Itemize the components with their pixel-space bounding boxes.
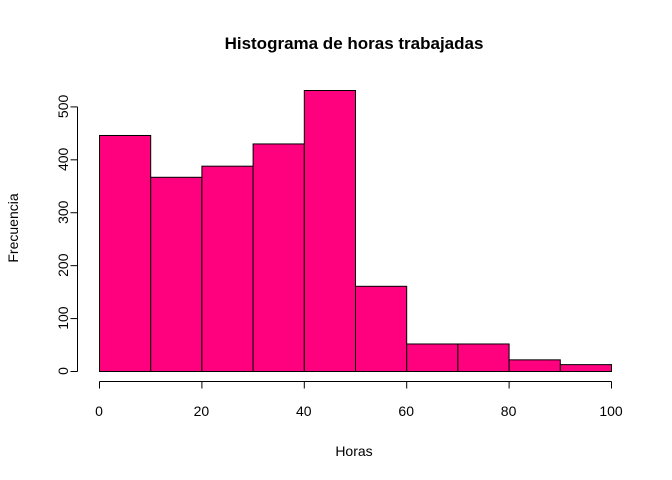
- y-tick-label: 300: [55, 200, 71, 224]
- y-tick-label: 0: [55, 367, 71, 375]
- x-axis-label: Horas: [335, 443, 372, 459]
- y-axis-label: Frecuencia: [5, 193, 21, 262]
- histogram-bar: [508, 359, 561, 373]
- y-axis: 0 100 200 300 400 500: [55, 95, 78, 375]
- bars-group: [99, 90, 612, 373]
- histogram-bar: [406, 343, 459, 373]
- chart-title: Histograma de horas trabajadas: [225, 34, 484, 53]
- histogram-bar: [252, 143, 305, 372]
- x-tick-label: 80: [501, 403, 517, 419]
- y-tick-label: 100: [55, 306, 71, 330]
- histogram-bar: [559, 364, 612, 372]
- histogram-bar: [457, 343, 510, 373]
- histogram-bar: [201, 165, 254, 372]
- histogram-bar: [355, 285, 408, 373]
- x-tick-label: 40: [296, 403, 312, 419]
- histogram-bar: [150, 176, 203, 372]
- x-tick-label: 100: [599, 403, 623, 419]
- y-tick-label: 400: [55, 147, 71, 171]
- histogram-bar: [99, 134, 152, 372]
- y-tick-label: 500: [55, 95, 71, 119]
- x-tick-label: 20: [194, 403, 210, 419]
- x-tick-label: 0: [95, 403, 103, 419]
- x-axis: 0 20 40 60 80 100: [95, 381, 623, 419]
- histogram-bar: [303, 90, 356, 372]
- y-tick-label: 200: [55, 253, 71, 277]
- x-tick-label: 60: [398, 403, 414, 419]
